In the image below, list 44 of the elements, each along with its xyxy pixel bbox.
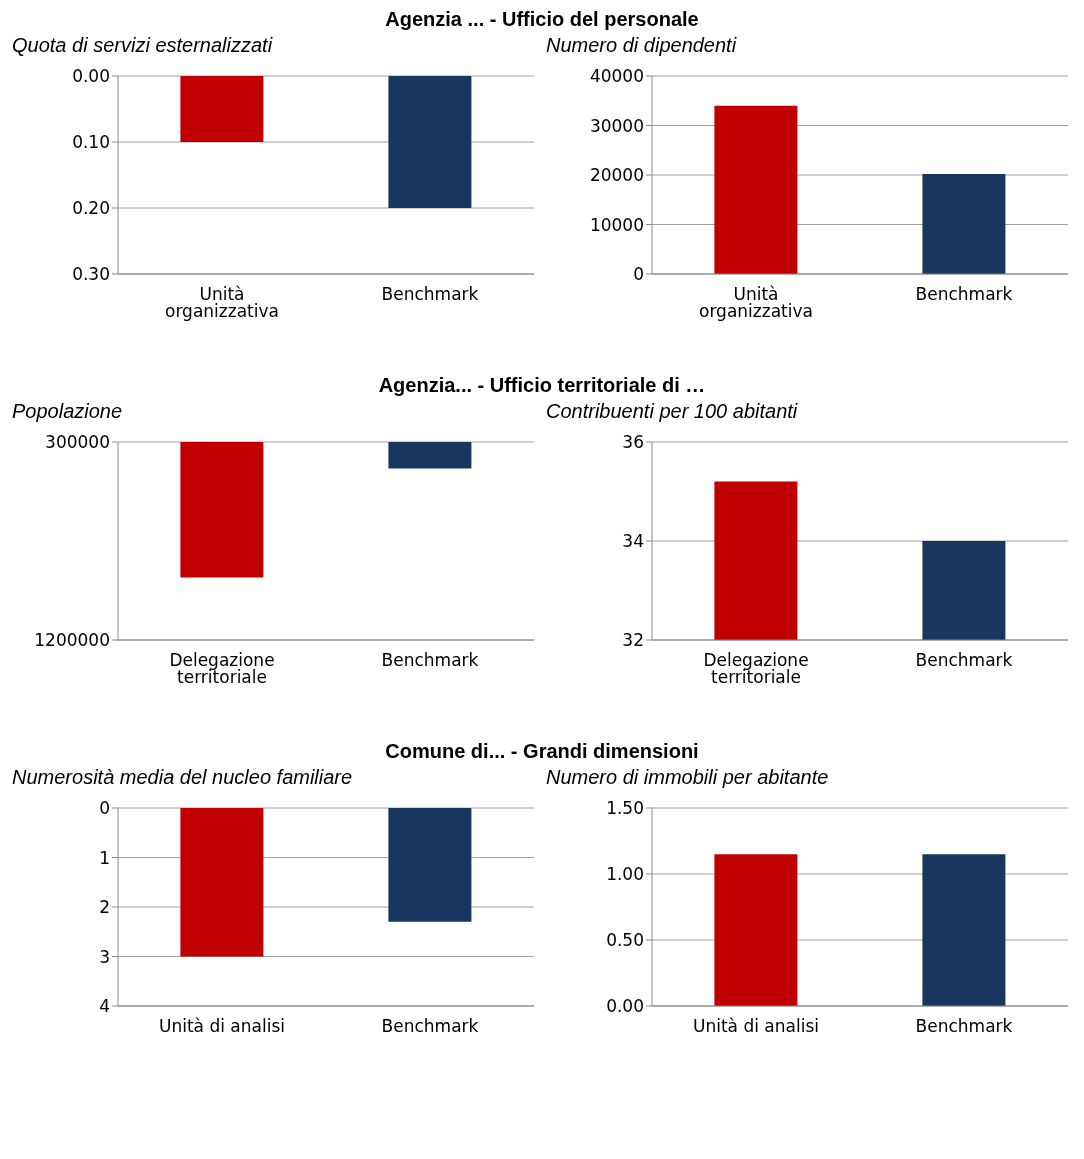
x-tick-label: Unità organizzativa	[699, 284, 813, 322]
y-tick-label: 40000	[589, 66, 644, 87]
x-tick-label: Delegazione territoriale	[703, 650, 809, 688]
text: Agenzia ... - Ufficio del personale	[385, 8, 699, 30]
chart-title: Popolazione	[11, 400, 124, 424]
y-tick-label: 32	[622, 630, 644, 651]
text: Agenzia... - Ufficio territoriale di …	[378, 374, 706, 396]
y-tick-label: 1	[99, 847, 110, 868]
y-tick-label: 0.50	[606, 930, 644, 951]
y-tick-label: 0	[633, 264, 644, 285]
chart-title: Numero di immobili per abitante	[545, 766, 830, 790]
x-tick-label: Benchmark	[915, 1016, 1013, 1037]
y-tick-label: 1200000	[34, 630, 110, 651]
x-tick-label: Delegazione territoriale	[169, 650, 275, 688]
y-tick-label: 0.30	[72, 264, 110, 285]
chart-title: Numerosità media del nucleo familiare	[11, 766, 354, 790]
x-tick-label: Benchmark	[915, 650, 1013, 671]
chart-title: Quota di servizi esternalizzati	[11, 34, 274, 58]
y-tick-label: 3	[99, 946, 110, 967]
y-tick-label: 34	[622, 531, 644, 552]
x-tick-label: Unità di analisi	[159, 1016, 285, 1037]
chart-title: Numero di dipendenti	[545, 34, 738, 58]
x-tick-label: Benchmark	[381, 650, 479, 671]
chart-title: Contribuenti per 100 abitanti	[545, 400, 799, 424]
y-tick-label: 0.20	[72, 198, 110, 219]
x-tick-label: Benchmark	[915, 284, 1013, 305]
y-tick-label: 2	[99, 897, 110, 918]
y-tick-label: 300000	[45, 432, 110, 453]
y-tick-label: 1.00	[606, 864, 644, 885]
y-tick-label: 0.00	[72, 66, 110, 87]
y-tick-label: 20000	[589, 165, 644, 186]
x-tick-label: Unità organizzativa	[165, 284, 279, 322]
y-tick-label: 4	[99, 996, 110, 1017]
y-tick-label: 36	[622, 432, 644, 453]
y-tick-label: 10000	[589, 214, 644, 235]
x-tick-label: Unità di analisi	[693, 1016, 819, 1037]
y-tick-label: 1.50	[606, 798, 644, 819]
y-tick-label: 0	[99, 798, 110, 819]
x-tick-label: Benchmark	[381, 284, 479, 305]
y-tick-label: 0.10	[72, 132, 110, 153]
y-tick-label: 0.00	[606, 996, 644, 1017]
x-tick-label: Benchmark	[381, 1016, 479, 1037]
y-tick-label: 30000	[589, 115, 644, 136]
text: Comune di... - Grandi dimensioni	[385, 740, 699, 762]
